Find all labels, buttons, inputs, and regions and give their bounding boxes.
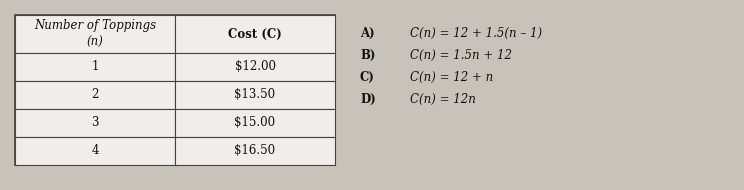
Text: $16.50: $16.50 <box>234 145 275 158</box>
Bar <box>15 15 335 165</box>
Text: A): A) <box>360 26 375 40</box>
Bar <box>175 137 335 165</box>
Bar <box>175 109 335 137</box>
Text: C(n) = 1.5n + 12: C(n) = 1.5n + 12 <box>410 48 512 62</box>
Bar <box>15 53 175 81</box>
Bar <box>175 53 335 81</box>
Text: C(n) = 12 + n: C(n) = 12 + n <box>410 70 493 83</box>
Text: $15.00: $15.00 <box>234 116 275 130</box>
Text: C): C) <box>360 70 375 83</box>
Text: $13.50: $13.50 <box>234 89 275 101</box>
Text: 4: 4 <box>92 145 99 158</box>
Text: 2: 2 <box>92 89 99 101</box>
Text: 3: 3 <box>92 116 99 130</box>
Text: D): D) <box>360 93 376 105</box>
Text: C(n) = 12n: C(n) = 12n <box>410 93 476 105</box>
Bar <box>15 81 175 109</box>
Text: C(n) = 12 + 1.5(n – 1): C(n) = 12 + 1.5(n – 1) <box>410 26 542 40</box>
Bar <box>15 15 175 53</box>
Text: Number of Toppings
(n): Number of Toppings (n) <box>34 20 156 48</box>
Text: 1: 1 <box>92 60 99 74</box>
Bar <box>15 109 175 137</box>
Bar <box>175 81 335 109</box>
Bar <box>15 137 175 165</box>
Bar <box>175 15 335 53</box>
Text: $12.00: $12.00 <box>234 60 275 74</box>
Text: Cost (C): Cost (C) <box>228 28 282 40</box>
Text: B): B) <box>360 48 376 62</box>
